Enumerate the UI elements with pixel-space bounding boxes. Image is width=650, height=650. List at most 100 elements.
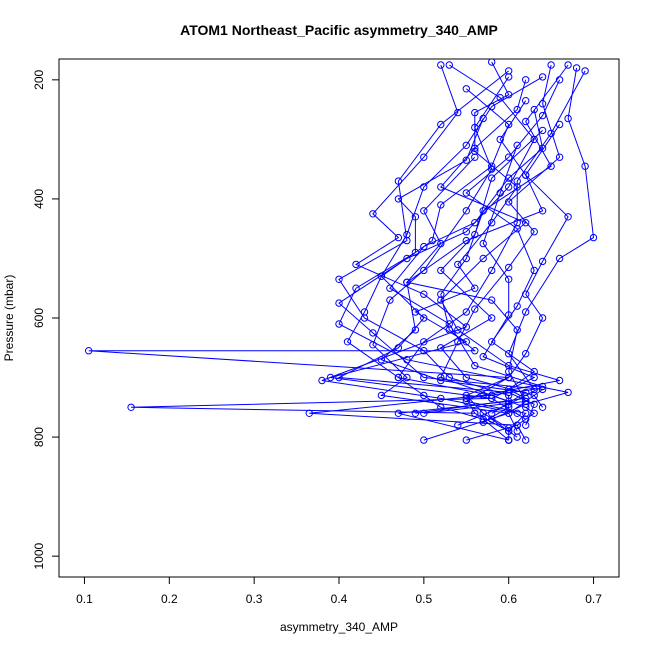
data-point bbox=[581, 162, 589, 170]
data-point bbox=[403, 373, 411, 382]
data-point bbox=[505, 153, 513, 161]
data-point bbox=[538, 382, 547, 391]
data-point bbox=[488, 338, 496, 346]
data-point bbox=[377, 391, 386, 400]
data-point bbox=[445, 61, 453, 69]
profile-line bbox=[309, 79, 560, 441]
data-point bbox=[522, 171, 530, 179]
profile-line bbox=[321, 64, 518, 414]
data-point bbox=[326, 373, 335, 382]
data-point bbox=[530, 135, 538, 144]
series-group bbox=[85, 59, 598, 444]
data-point bbox=[352, 284, 360, 292]
profile-line bbox=[482, 145, 536, 420]
data-point bbox=[394, 233, 403, 242]
data-point bbox=[513, 225, 521, 233]
data-point bbox=[437, 239, 445, 248]
data-point bbox=[589, 233, 598, 242]
data-point bbox=[547, 162, 555, 170]
data-point bbox=[437, 61, 445, 69]
data-point bbox=[437, 120, 445, 129]
data-point bbox=[420, 347, 428, 355]
data-point bbox=[437, 183, 445, 191]
data-point bbox=[454, 108, 462, 117]
data-point bbox=[462, 207, 470, 215]
data-point bbox=[394, 177, 403, 185]
data-point bbox=[555, 120, 564, 129]
data-point bbox=[420, 153, 428, 161]
x-tick-label: 0.1 bbox=[76, 592, 93, 606]
data-point bbox=[462, 373, 470, 382]
data-point bbox=[488, 266, 496, 275]
data-point bbox=[555, 254, 564, 263]
data-point bbox=[522, 350, 530, 358]
data-point bbox=[522, 76, 530, 84]
data-point bbox=[488, 314, 496, 322]
data-point bbox=[471, 284, 479, 292]
profile-line bbox=[380, 124, 561, 414]
x-tick-label: 0.3 bbox=[246, 592, 263, 606]
x-tick-label: 0.7 bbox=[585, 592, 602, 606]
data-point bbox=[479, 353, 487, 361]
data-point bbox=[471, 409, 479, 417]
data-point bbox=[437, 394, 445, 403]
data-point bbox=[479, 239, 487, 248]
data-point bbox=[530, 373, 538, 382]
profile-series bbox=[437, 126, 547, 411]
data-point bbox=[462, 338, 470, 346]
data-point bbox=[522, 290, 530, 298]
data-point bbox=[530, 400, 538, 408]
data-point bbox=[454, 421, 462, 429]
data-point bbox=[522, 97, 530, 105]
data-point bbox=[522, 436, 530, 444]
profile-line bbox=[346, 76, 543, 441]
y-tick-label: 800 bbox=[32, 427, 46, 447]
profile-line bbox=[464, 100, 569, 432]
data-point bbox=[403, 356, 411, 364]
data-point bbox=[581, 67, 589, 75]
data-point bbox=[505, 263, 513, 272]
y-axis: 200 400 600 800 1000 bbox=[32, 70, 59, 570]
profile-series bbox=[369, 73, 521, 435]
plot-area bbox=[58, 58, 620, 578]
plot-frame bbox=[58, 58, 620, 578]
data-point bbox=[496, 189, 504, 197]
profile-line bbox=[389, 109, 544, 426]
chart-title: ATOM1 Northeast_Pacific asymmetry_340_AM… bbox=[180, 22, 498, 38]
data-point bbox=[360, 314, 369, 322]
data-point bbox=[488, 59, 496, 66]
x-axis-title: asymmetry_340_AMP bbox=[280, 620, 398, 634]
data-point bbox=[437, 201, 445, 209]
data-point bbox=[403, 254, 411, 263]
data-point bbox=[530, 228, 538, 236]
data-point bbox=[513, 302, 521, 310]
data-point bbox=[420, 242, 428, 251]
data-point bbox=[564, 61, 572, 69]
data-point bbox=[462, 394, 470, 403]
data-point bbox=[437, 376, 445, 385]
data-point bbox=[343, 338, 352, 346]
data-point bbox=[462, 189, 470, 197]
data-point bbox=[530, 391, 538, 400]
data-point bbox=[462, 436, 470, 444]
data-point bbox=[462, 323, 470, 331]
profile-series bbox=[305, 76, 564, 444]
data-point bbox=[496, 135, 504, 144]
data-point bbox=[437, 344, 445, 352]
data-point bbox=[386, 284, 394, 292]
data-point bbox=[505, 409, 513, 417]
data-point bbox=[318, 376, 326, 385]
data-point bbox=[462, 156, 470, 164]
data-point bbox=[513, 141, 521, 150]
y-axis-title: Pressure (mbar) bbox=[2, 275, 16, 362]
data-point bbox=[462, 85, 470, 93]
data-point bbox=[454, 260, 462, 269]
profile-line bbox=[465, 67, 595, 414]
data-point bbox=[488, 394, 496, 403]
profile-line bbox=[338, 118, 569, 438]
data-point bbox=[462, 308, 470, 316]
data-point bbox=[522, 397, 530, 406]
data-point bbox=[471, 230, 479, 239]
data-point bbox=[420, 290, 428, 298]
